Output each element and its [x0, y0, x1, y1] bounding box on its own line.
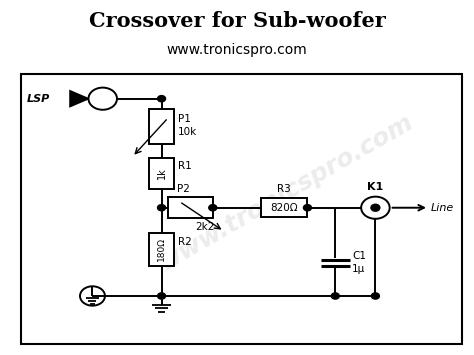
Text: P2: P2	[177, 184, 190, 194]
Text: LSP: LSP	[27, 94, 50, 104]
Circle shape	[331, 293, 339, 299]
FancyBboxPatch shape	[149, 158, 174, 189]
Circle shape	[303, 204, 311, 211]
Text: 180Ω: 180Ω	[157, 237, 166, 261]
Text: 10k: 10k	[178, 127, 198, 137]
Circle shape	[371, 204, 380, 211]
Text: 1μ: 1μ	[352, 264, 365, 274]
Polygon shape	[70, 91, 88, 106]
Text: Line: Line	[431, 203, 455, 213]
Text: R1: R1	[178, 161, 192, 171]
Text: www.tronicspro.com: www.tronicspro.com	[167, 43, 307, 56]
FancyBboxPatch shape	[149, 109, 174, 144]
FancyBboxPatch shape	[168, 197, 213, 218]
Circle shape	[157, 95, 165, 102]
FancyBboxPatch shape	[149, 233, 174, 266]
FancyBboxPatch shape	[261, 198, 308, 217]
Circle shape	[372, 293, 379, 299]
Circle shape	[157, 293, 165, 299]
Text: Crossover for Sub-woofer: Crossover for Sub-woofer	[89, 11, 385, 31]
Text: K1: K1	[367, 182, 383, 192]
Circle shape	[209, 204, 217, 211]
FancyBboxPatch shape	[21, 75, 462, 344]
Text: 820Ω: 820Ω	[270, 203, 298, 213]
Circle shape	[157, 204, 165, 211]
Text: R3: R3	[277, 184, 291, 194]
Text: 1k: 1k	[156, 167, 166, 179]
Text: P1: P1	[178, 114, 191, 125]
Text: R2: R2	[178, 237, 192, 247]
Text: C1: C1	[352, 251, 366, 261]
Text: www.tronicspro.com: www.tronicspro.com	[155, 109, 418, 275]
Text: 2k2: 2k2	[195, 222, 214, 232]
